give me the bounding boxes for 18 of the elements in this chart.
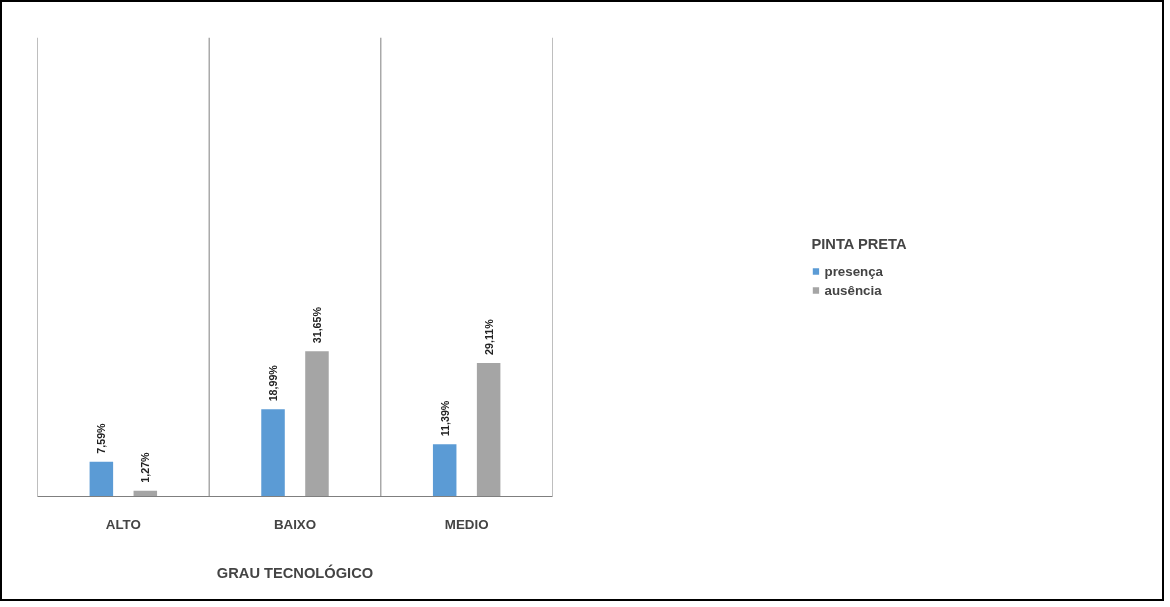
data-label: 1,27% xyxy=(139,451,152,483)
x-tick-label: ALTO xyxy=(105,516,141,532)
data-label: 29,11% xyxy=(482,318,495,355)
legend-title: PINTA PRETA xyxy=(811,235,907,252)
x-tick-label: BAIXO xyxy=(273,516,317,532)
x-axis-title: GRAU TECNOLÓGICO xyxy=(216,563,374,581)
bar xyxy=(432,444,457,497)
bar xyxy=(261,409,285,497)
data-label: 31,65% xyxy=(310,306,323,344)
data-label: 7,59% xyxy=(95,422,108,454)
data-label: 11,39% xyxy=(438,400,451,437)
bar xyxy=(476,362,501,497)
x-tick-label: MEDIO xyxy=(444,516,489,532)
legend-label: ausência xyxy=(824,282,882,298)
bar xyxy=(305,351,329,497)
data-label: 18,99% xyxy=(267,364,280,402)
bar xyxy=(89,461,114,497)
legend-label: presença xyxy=(824,263,884,279)
